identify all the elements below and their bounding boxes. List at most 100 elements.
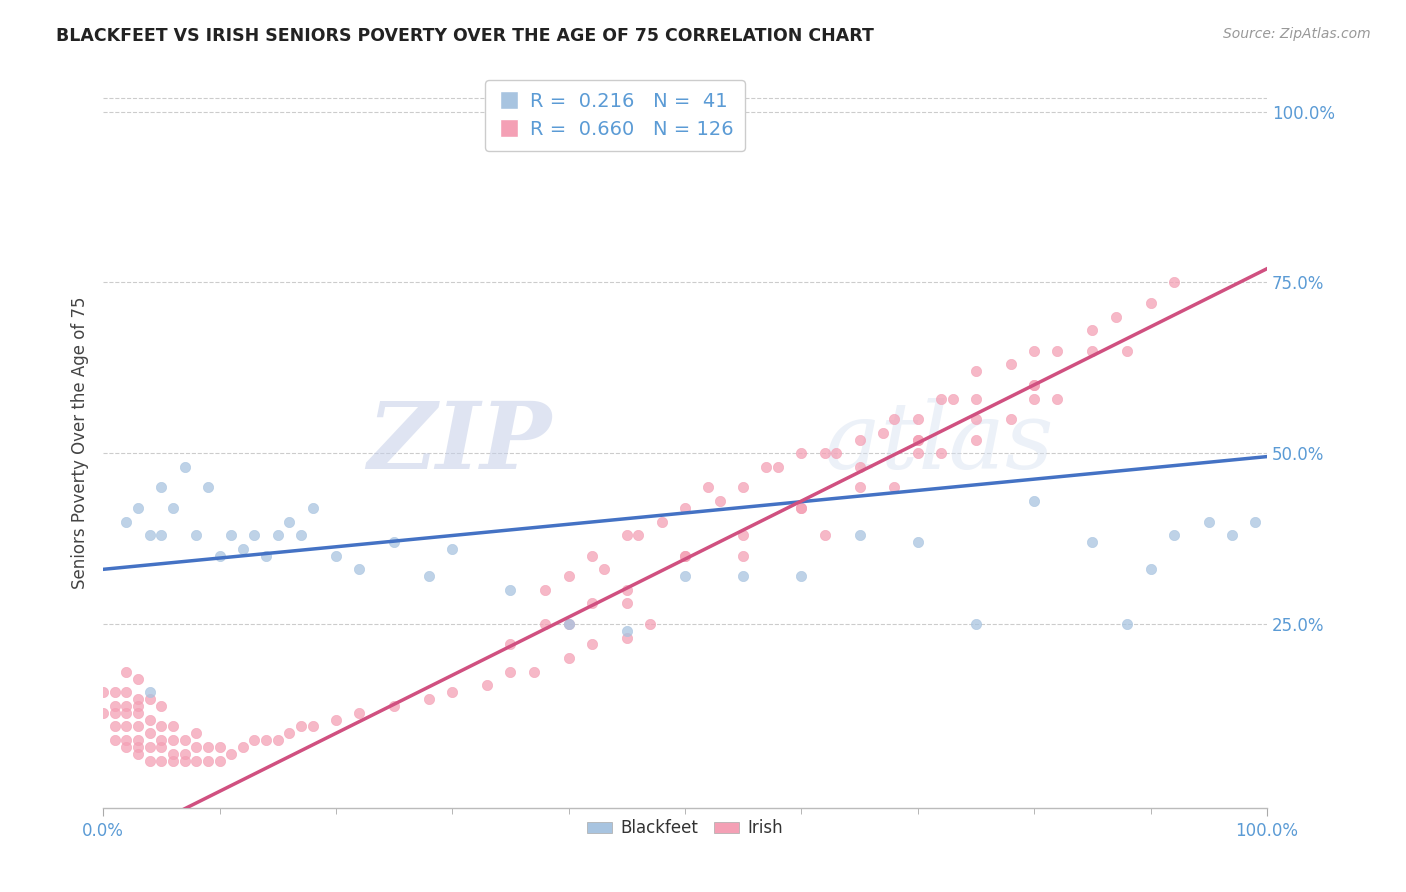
Point [616, 631, 638, 645]
Point [557, 651, 579, 665]
Point [1024, 494, 1046, 508]
Point [534, 617, 557, 632]
Point [162, 747, 184, 761]
Point [790, 446, 813, 460]
Point [1198, 515, 1220, 529]
Point [907, 433, 929, 447]
Text: Source: ZipAtlas.com: Source: ZipAtlas.com [1223, 27, 1371, 41]
Point [104, 706, 127, 720]
Point [616, 624, 638, 638]
Point [186, 528, 208, 542]
Point [325, 549, 347, 563]
Point [232, 541, 254, 556]
Point [673, 549, 696, 563]
Point [104, 719, 127, 733]
Point [942, 392, 965, 406]
Y-axis label: Seniors Poverty Over the Age of 75: Seniors Poverty Over the Age of 75 [72, 297, 89, 590]
Point [104, 733, 127, 747]
Point [673, 549, 696, 563]
Point [883, 412, 905, 426]
Point [115, 739, 138, 754]
Point [173, 733, 195, 747]
Point [104, 698, 127, 713]
Point [150, 528, 173, 542]
Point [138, 528, 160, 542]
Point [1024, 343, 1046, 358]
Legend: Blackfeet, Irish: Blackfeet, Irish [579, 813, 790, 844]
Point [162, 719, 184, 733]
Point [581, 549, 603, 563]
Point [557, 617, 579, 632]
Point [557, 617, 579, 632]
Point [523, 665, 546, 679]
Point [907, 446, 929, 460]
Point [848, 528, 870, 542]
Text: BLACKFEET VS IRISH SENIORS POVERTY OVER THE AGE OF 75 CORRELATION CHART: BLACKFEET VS IRISH SENIORS POVERTY OVER … [56, 27, 875, 45]
Point [301, 500, 323, 515]
Point [278, 515, 301, 529]
Point [138, 692, 160, 706]
Point [162, 733, 184, 747]
Point [347, 706, 370, 720]
Point [627, 528, 650, 542]
Point [127, 733, 149, 747]
Point [1220, 528, 1243, 542]
Text: ZIP: ZIP [367, 398, 551, 488]
Point [673, 569, 696, 583]
Point [441, 685, 464, 699]
Point [929, 392, 952, 406]
Point [965, 364, 987, 378]
Point [162, 500, 184, 515]
Point [1024, 377, 1046, 392]
Point [219, 528, 242, 542]
Point [1116, 617, 1139, 632]
Point [91, 706, 114, 720]
Point [534, 582, 557, 597]
Point [965, 412, 987, 426]
Point [965, 617, 987, 632]
Point [150, 480, 173, 494]
Point [150, 733, 173, 747]
Point [325, 713, 347, 727]
Point [766, 459, 789, 474]
Point [616, 582, 638, 597]
Point [290, 719, 312, 733]
Point [254, 549, 277, 563]
Point [965, 433, 987, 447]
Point [907, 535, 929, 549]
Point [127, 692, 149, 706]
Point [382, 535, 405, 549]
Point [1163, 528, 1185, 542]
Point [790, 500, 813, 515]
Point [138, 754, 160, 768]
Point [418, 569, 440, 583]
Point [150, 754, 173, 768]
Point [883, 480, 905, 494]
Point [138, 739, 160, 754]
Point [790, 500, 813, 515]
Point [150, 739, 173, 754]
Point [127, 672, 149, 686]
Point [755, 459, 778, 474]
Point [162, 754, 184, 768]
Point [1046, 392, 1069, 406]
Point [208, 549, 231, 563]
Point [733, 549, 755, 563]
Point [825, 446, 848, 460]
Point [115, 706, 138, 720]
Point [1244, 515, 1267, 529]
Point [150, 719, 173, 733]
Point [173, 747, 195, 761]
Point [733, 569, 755, 583]
Point [499, 638, 522, 652]
Point [186, 739, 208, 754]
Point [138, 713, 160, 727]
Point [243, 733, 266, 747]
Point [115, 733, 138, 747]
Point [197, 480, 219, 494]
Point [733, 480, 755, 494]
Point [127, 739, 149, 754]
Point [499, 582, 522, 597]
Point [616, 597, 638, 611]
Point [638, 617, 661, 632]
